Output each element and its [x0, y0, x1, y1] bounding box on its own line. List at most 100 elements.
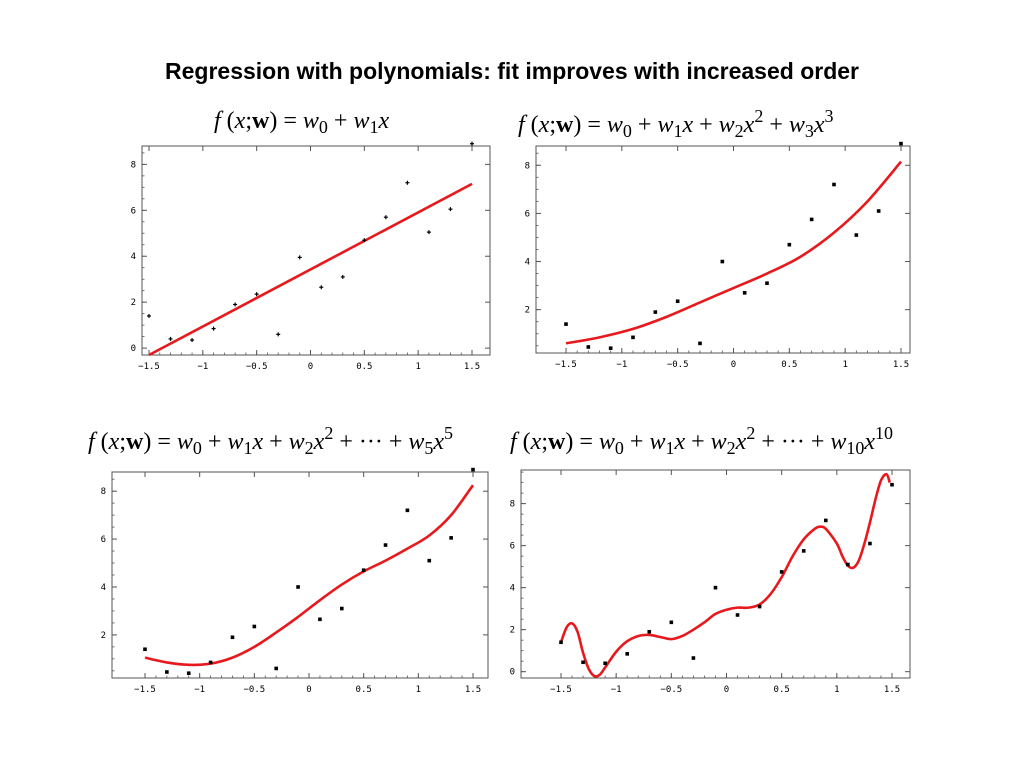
data-point — [340, 274, 345, 279]
data-point — [779, 570, 784, 574]
chart-3: −1.5 −1 −0.5 0 0.5 1 1.5 2 4 6 8 — [101, 467, 489, 695]
x-tick-label: 0 — [724, 685, 729, 695]
fit-curve — [148, 182, 473, 357]
y-tick-label: 0 — [510, 668, 515, 678]
data-point — [211, 326, 216, 331]
x-tick-label: 0 — [308, 362, 313, 372]
x-tick-label: −0.5 — [243, 685, 265, 695]
y-tick-label: 4 — [101, 583, 106, 593]
data-point — [147, 313, 151, 318]
data-point — [608, 346, 613, 350]
data-point — [720, 259, 725, 264]
data-point — [208, 660, 213, 665]
y-tick-label: 2 — [131, 298, 136, 308]
chart-2: −1.5 −1 −0.5 0 0.5 1 1.5 2 4 6 8 — [525, 141, 911, 370]
y-tick-label: 2 — [510, 626, 515, 636]
data-point — [647, 629, 652, 634]
formula-degree-10: f (x;w) = w0 + w1x + w2x2 + ··· + w10x10 — [510, 423, 894, 458]
plot-frame — [520, 469, 911, 679]
data-point — [757, 604, 762, 609]
data-point — [362, 238, 367, 243]
x-tick-label: −0.5 — [660, 685, 682, 695]
data-point — [586, 345, 591, 349]
x-tick-label: −1 — [611, 685, 622, 695]
data-point — [698, 341, 702, 346]
data-point — [190, 338, 195, 343]
x-tick-label: −1.5 — [138, 362, 160, 372]
fit-curve — [565, 160, 902, 345]
y-tick-label: 6 — [510, 542, 515, 552]
data-point — [276, 332, 281, 337]
x-tick-label: −1.5 — [134, 685, 156, 695]
plot-frame — [111, 471, 489, 679]
data-point — [318, 617, 322, 622]
data-point — [297, 255, 302, 260]
y-tick-label: 8 — [131, 160, 136, 170]
data-point — [186, 671, 191, 676]
data-point — [319, 285, 324, 290]
x-tick-label: −1 — [616, 360, 627, 370]
data-point — [801, 549, 806, 553]
x-tick-label: 1 — [416, 685, 421, 695]
data-point — [254, 292, 259, 297]
x-tick-label: 1 — [842, 360, 847, 370]
data-point — [340, 606, 344, 611]
data-point — [559, 640, 563, 645]
x-tick-label: −1 — [194, 685, 205, 695]
data-point — [765, 281, 769, 285]
data-point — [735, 613, 740, 617]
data-point — [787, 242, 792, 247]
x-tick-label: −0.5 — [667, 360, 689, 370]
x-tick-label: 0.5 — [356, 362, 372, 372]
x-tick-label: 0 — [731, 360, 736, 370]
plot-frame — [141, 145, 491, 356]
data-point — [143, 647, 147, 652]
data-point — [824, 518, 828, 523]
plot-frame — [535, 145, 911, 354]
x-tick-label: 1.5 — [884, 685, 900, 695]
data-point — [449, 536, 453, 540]
x-tick-label: 0 — [306, 685, 311, 695]
data-point — [876, 209, 881, 213]
data-point — [405, 508, 410, 513]
data-point — [603, 661, 607, 666]
y-tick-label: 2 — [525, 306, 530, 316]
data-point — [426, 230, 431, 235]
formula-cubic: f (x;w) = w0 + w1x + w2x2 + w3x3 — [518, 106, 834, 141]
data-point — [165, 670, 169, 674]
x-tick-label: 1.5 — [893, 360, 909, 370]
data-point — [383, 215, 388, 220]
data-point — [742, 291, 747, 295]
data-point — [669, 620, 674, 625]
x-tick-label: −0.5 — [246, 362, 268, 372]
y-tick-label: 4 — [510, 584, 515, 594]
slide-title: Regression with polynomials: fit improve… — [165, 58, 859, 84]
data-point — [427, 558, 432, 563]
data-point — [868, 541, 872, 546]
x-tick-label: 0.5 — [356, 685, 372, 695]
y-tick-label: 2 — [101, 631, 106, 641]
data-point — [470, 141, 474, 146]
data-point — [854, 233, 859, 237]
x-tick-label: 1.5 — [464, 362, 480, 372]
x-tick-label: −1 — [197, 362, 208, 372]
y-tick-label: 0 — [131, 344, 136, 354]
y-tick-label: 8 — [101, 487, 106, 497]
data-point — [899, 141, 903, 146]
data-point — [448, 207, 453, 212]
x-tick-label: −1.5 — [550, 685, 572, 695]
fit-curve — [144, 484, 475, 667]
data-point — [675, 299, 680, 304]
y-tick-label: 8 — [525, 161, 530, 171]
data-point — [274, 666, 278, 671]
x-tick-label: 1 — [834, 685, 839, 695]
x-tick-label: 1.5 — [465, 685, 481, 695]
x-tick-label: 0.5 — [774, 685, 790, 695]
data-point — [809, 217, 814, 222]
data-point — [653, 310, 658, 314]
formula-quintic: f (x;w) = w0 + w1x + w2x2 + ··· + w5x5 — [88, 423, 454, 458]
y-tick-label: 6 — [525, 209, 530, 219]
data-point — [631, 335, 635, 340]
data-point — [361, 568, 366, 573]
